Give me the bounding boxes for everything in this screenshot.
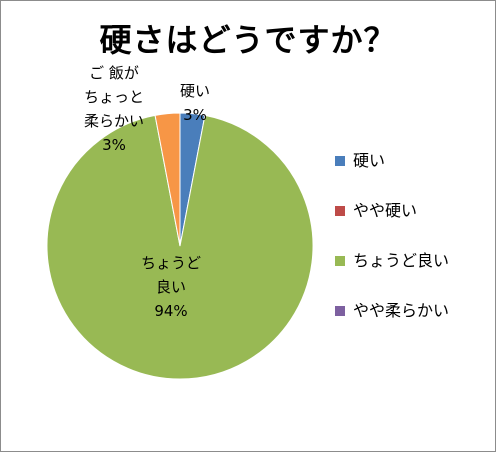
legend-swatch-1 — [335, 206, 345, 216]
data-label-4: ご 飯がちょっと柔らかい 3% — [59, 61, 169, 157]
legend-label-1: やや硬い — [353, 201, 418, 220]
legend-label-3: やや柔らかい — [353, 301, 450, 320]
data-label-4-line-0: ご 飯が — [89, 64, 139, 82]
legend-label-2: ちょうど良い — [353, 251, 450, 270]
data-label-4-line-3: 3% — [102, 136, 126, 154]
chart-title: 硬さはどうですか？ — [99, 21, 397, 59]
pie-slice-2 — [46, 114, 314, 380]
legend-swatch-2 — [335, 256, 345, 266]
data-label-4-line-2: 柔らかい — [83, 112, 144, 130]
data-label-0: 硬い 3% — [169, 79, 221, 127]
pie-slice-4 — [154, 112, 181, 247]
data-label-2-line-1: 良い — [155, 278, 186, 296]
legend-swatch-3 — [335, 306, 345, 316]
data-label-4-line-1: ちょっと — [83, 88, 144, 106]
legend-label-0: 硬い — [353, 151, 386, 170]
data-label-0-line-0: 硬い — [179, 82, 210, 100]
data-label-2: ちょうど良い 94% — [121, 251, 221, 323]
data-label-2-line-2: 94% — [154, 302, 188, 320]
data-label-0-line-1: 3% — [183, 106, 207, 124]
data-label-2-line-0: ちょうど — [140, 254, 201, 272]
legend-swatch-0 — [335, 156, 345, 166]
